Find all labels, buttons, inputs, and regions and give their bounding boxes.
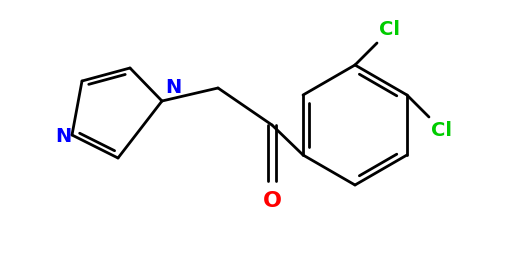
Text: Cl: Cl	[431, 121, 452, 140]
Text: N: N	[55, 128, 71, 146]
Text: Cl: Cl	[379, 20, 400, 39]
Text: N: N	[165, 78, 181, 97]
Text: O: O	[263, 191, 282, 211]
